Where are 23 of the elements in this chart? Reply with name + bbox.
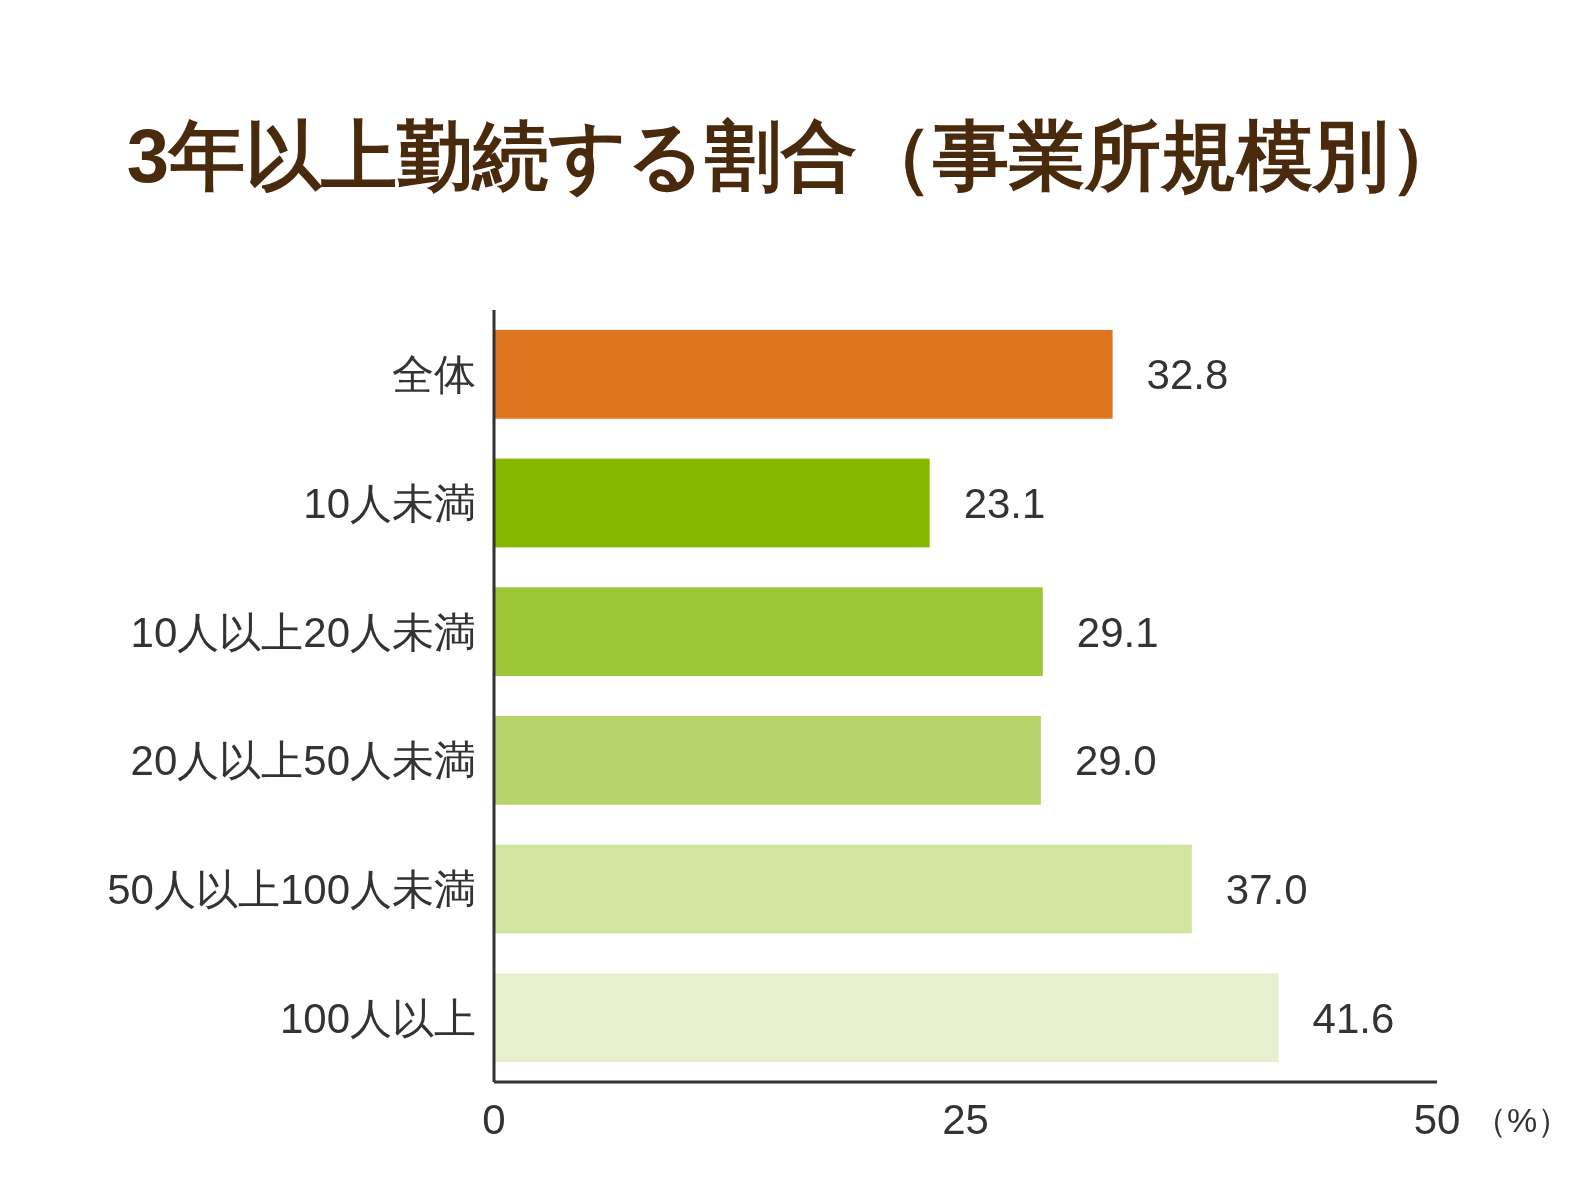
data-label: 29.1 bbox=[1076, 608, 1159, 656]
bar bbox=[494, 329, 1113, 419]
y-tick-label: 10人以上20人未満 bbox=[130, 608, 476, 656]
y-tick-label: 50人以上100人未満 bbox=[107, 866, 476, 913]
data-label: 29.0 bbox=[1074, 737, 1157, 785]
bar bbox=[494, 844, 1192, 934]
y-tick-label: 10人未満 bbox=[303, 480, 476, 527]
data-label: 32.8 bbox=[1146, 351, 1229, 399]
chart-title: 3年以上勤続する割合（事業所規模別） bbox=[126, 113, 1466, 198]
x-tick-label: 25 bbox=[942, 1096, 989, 1143]
bar bbox=[494, 458, 930, 548]
x-axis-title: （%） bbox=[1473, 1101, 1572, 1139]
y-tick-label: 100人以上 bbox=[279, 994, 476, 1042]
bar bbox=[494, 587, 1043, 677]
data-label: 37.0 bbox=[1225, 866, 1308, 913]
y-tick-label: 20人以上50人未満 bbox=[130, 737, 476, 785]
x-tick-label: 0 bbox=[482, 1096, 506, 1143]
y-tick-label: 全体 bbox=[392, 351, 476, 399]
x-tick-label: 50 bbox=[1413, 1096, 1461, 1143]
data-label: 23.1 bbox=[963, 480, 1046, 527]
data-label: 41.6 bbox=[1312, 994, 1395, 1042]
bar bbox=[494, 973, 1279, 1063]
bar bbox=[494, 715, 1041, 805]
